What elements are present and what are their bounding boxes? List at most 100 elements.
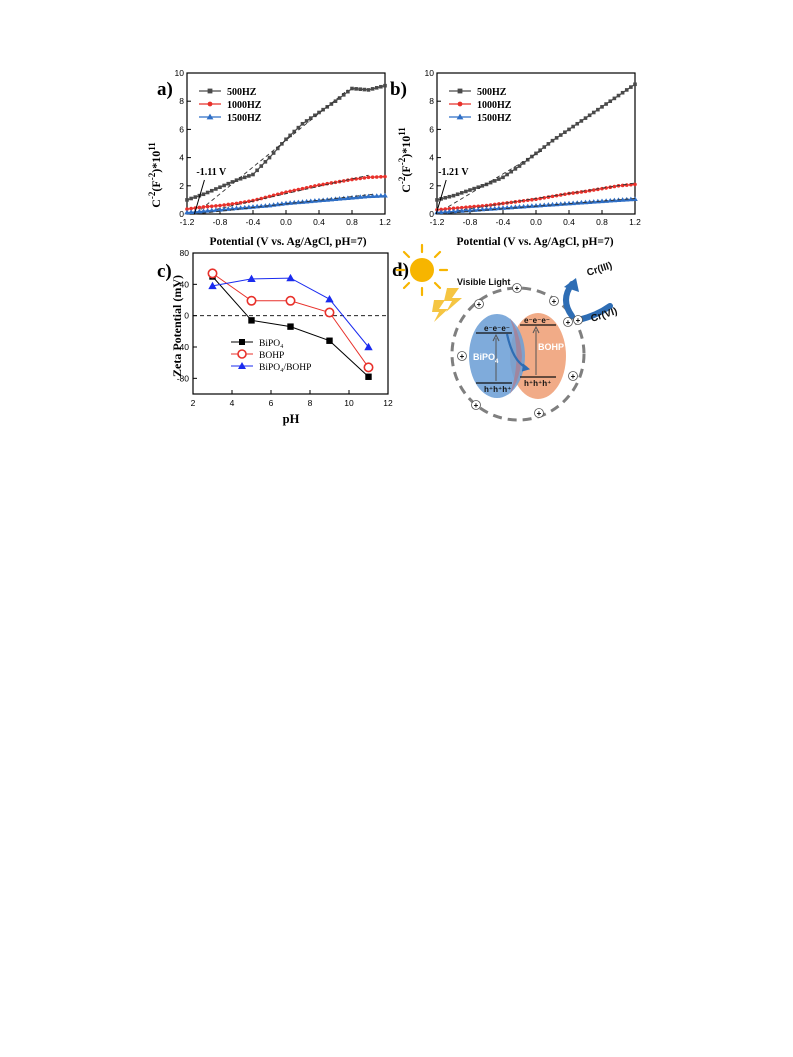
panel-a-series-point: [370, 87, 375, 91]
panel-a-series-point: [251, 172, 255, 177]
plus-charge: [568, 371, 578, 381]
panel-a-series-point: [304, 119, 309, 123]
panel-a-series-point: [262, 203, 269, 208]
panel-b-series-point: [497, 177, 501, 181]
panel-b-series-point: [633, 82, 637, 87]
panel-b-series-point: [563, 130, 567, 135]
svg-text:C-2(F-2)*1011: C-2(F-2)*1011: [397, 127, 413, 193]
panel-b-series-point: [455, 206, 460, 210]
panel-b-series-point: [501, 175, 505, 180]
panel-b-series-point: [563, 192, 567, 197]
panel-a-series-point: [366, 175, 371, 180]
panel-b-fit-line: [436, 198, 636, 215]
panel-b-series-point: [586, 199, 593, 204]
panel-b-series-point: [542, 145, 547, 149]
svg-text:C-2(F-2)*1011: C-2(F-2)*1011: [147, 142, 163, 208]
panel-b-series-point: [619, 197, 626, 202]
panel-b-ytick-label: 10: [425, 68, 435, 78]
panel-a-series-point: [353, 194, 359, 200]
panel-b-series-point: [488, 203, 493, 207]
panel-b-series-point: [571, 191, 575, 195]
panel-b-series-point: [624, 88, 629, 92]
panel-c-series-point: [287, 323, 294, 330]
panel-a-series-point: [234, 178, 239, 182]
panel-a-legend-marker: [206, 113, 214, 120]
panel-c-series-point: [285, 295, 296, 306]
bipo4-holes: h⁺h⁺h⁺: [484, 385, 511, 394]
panel-a-legend-label: 500HZ: [227, 87, 257, 98]
panel-b-series-point: [591, 188, 596, 192]
panel-a-series-point: [218, 185, 222, 190]
panel-c-ylabel: Zeta Potential (mV): [170, 275, 184, 377]
panel-b-series-point: [570, 200, 576, 206]
panel-a-series-point: [214, 204, 218, 208]
panel-c-legend-label: BiPO₄: [259, 339, 283, 349]
panel-a-series-point: [350, 86, 354, 91]
panel-a-series-point: [321, 182, 325, 187]
plus-charge-symbol: +: [571, 372, 576, 381]
panel-d-diagram: d) Visible Light: [392, 243, 619, 422]
panel-b-annotation: -1.21 V: [438, 167, 469, 178]
panel-b-series-point: [566, 200, 572, 206]
panel-a-series-point: [184, 209, 190, 215]
panel-a-series-point: [267, 194, 272, 199]
panel-b-ytick-label: 0: [429, 209, 434, 219]
panel-c-ytick-label: -80: [177, 373, 190, 383]
panel-b-legend-label: 1500HZ: [477, 113, 512, 124]
panel-b-xlabel: Potential (V vs. Ag/AgCl, pH=7): [456, 236, 613, 248]
panel-b-series-point: [446, 208, 453, 214]
panel-b-series-point: [472, 186, 476, 191]
panel-b-series-point: [633, 182, 637, 187]
panel-a-series-point: [365, 193, 372, 199]
plus-charge-symbol: +: [460, 352, 465, 361]
panel-b-series-point: [509, 169, 514, 174]
plus-charge-symbol: +: [474, 401, 479, 410]
panel-a-series-point: [201, 192, 206, 197]
panel-a-series-point: [357, 194, 364, 199]
panel-b-series-point: [612, 184, 617, 189]
bipo4-label: BiPO4: [473, 352, 499, 365]
plus-charge-symbol: +: [576, 316, 581, 325]
panel-a-series-point: [209, 188, 214, 193]
panel-a-series-point: [373, 193, 380, 198]
sun-icon: [395, 243, 449, 297]
panel-a-series-point: [196, 208, 203, 214]
panel-c-legend-marker: [239, 339, 245, 345]
panel-c-series-line: [212, 272, 369, 368]
panel-b-series-point: [612, 96, 617, 101]
panel-b-plot: -1.2 -0.8 -0.4 0.0 0.4 0.8 1.2 0 2 4 6 8 10 500HZ 1000…: [425, 68, 642, 227]
panel-b-label: b): [390, 79, 407, 100]
panel-a-series-point: [225, 206, 232, 211]
panel-a-series-point: [247, 174, 251, 178]
panel-b-series-point: [439, 207, 443, 212]
panel-b-series-point: [443, 207, 448, 211]
panel-c-series-point: [286, 273, 295, 282]
panel-b-series-point: [468, 188, 472, 192]
panel-a-series-point: [280, 191, 284, 196]
panel-a-ytick-label: 6: [179, 124, 184, 134]
panel-b-series-point: [578, 199, 585, 205]
panel-a-series-point: [267, 155, 272, 160]
panel-a-series-point: [316, 197, 322, 203]
plus-charge-symbol: +: [477, 300, 482, 309]
panel-a-series-point: [300, 186, 305, 191]
panel-b-ytick-label: 8: [429, 96, 434, 106]
panel-a-series-point: [185, 198, 189, 202]
panel-b-series-point: [464, 189, 468, 194]
panel-a-series-point: [218, 203, 222, 208]
bohp-holes: h⁺h⁺h⁺: [524, 379, 551, 388]
bipo4-excitation-arrowhead: [492, 333, 500, 342]
panel-a-series-point: [383, 83, 387, 88]
panel-b-legend-label: 1000HZ: [477, 100, 512, 111]
panel-a-series-point: [284, 137, 288, 142]
panel-a-series-point: [354, 87, 358, 91]
panel-a-series-point: [378, 193, 384, 198]
panel-a-legend-marker: [207, 101, 213, 107]
panel-a-series-point: [296, 125, 301, 130]
panel-b-series-point: [451, 206, 456, 211]
panel-a-series-point: [205, 190, 210, 195]
panel-b-series-point: [458, 208, 465, 213]
panel-a-xtick-label: -0.4: [246, 217, 261, 227]
panel-a-xtick-label: 0.0: [280, 217, 292, 227]
plus-charge-symbol: +: [515, 284, 520, 293]
